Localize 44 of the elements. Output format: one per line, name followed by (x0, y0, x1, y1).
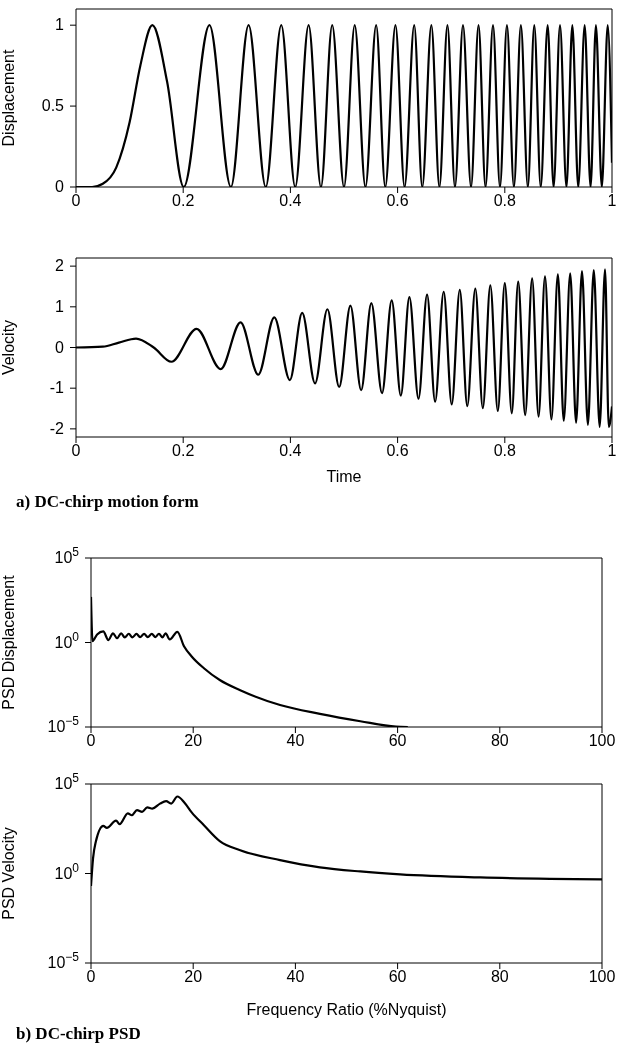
x-tick-label: 1 (607, 442, 617, 460)
y-axis-title: Displacement (0, 48, 17, 147)
x-tick-label: 20 (184, 968, 203, 986)
y-tick-label: 0 (55, 338, 65, 356)
y-tick-label: 1 (55, 297, 65, 315)
text: b) DC-chirp PSD (16, 1024, 141, 1044)
y-tick-label: 10$^{−5}$ (47, 714, 80, 735)
x-tick-label: 0.4 (279, 442, 302, 460)
y-tick-label: 10$^{5}$ (54, 771, 80, 792)
y-tick-label: 10$^{0}$ (54, 860, 80, 882)
y-axis-title: Velocity (0, 319, 17, 376)
x-axis-title: Frequency Ratio (%Nyquist) (246, 1001, 447, 1018)
x-tick-label: 0.2 (172, 192, 195, 210)
x-tick-label: 100 (588, 968, 616, 986)
y-tick-label: -1 (49, 379, 65, 397)
x-tick-label: 1 (607, 192, 617, 210)
x-tick-label: 100 (588, 732, 616, 750)
x-tick-label: 0.8 (493, 442, 517, 460)
x-tick-label: 40 (286, 732, 305, 750)
x-tick-label: 80 (490, 732, 509, 750)
x-tick-label: 60 (388, 968, 407, 986)
x-tick-label: 0 (86, 732, 96, 750)
y-tick-label: -2 (49, 419, 65, 437)
y-tick-label: 10$^{0}$ (54, 629, 80, 651)
x-tick-label: 0.2 (172, 442, 195, 460)
x-tick-label: 0.6 (386, 192, 409, 210)
text: a) DC-chirp motion form (16, 492, 199, 512)
x-tick-label: 60 (388, 732, 407, 750)
x-tick-label: 0.6 (386, 442, 409, 460)
y-axis-title: PSD Velocity (0, 827, 17, 920)
x-tick-label: 20 (184, 732, 203, 750)
y-tick-label: 2 (55, 257, 65, 275)
y-tick-label: 0.5 (41, 97, 65, 115)
y-axis-title: PSD Displacement (0, 574, 17, 710)
x-tick-label: 0.4 (279, 192, 302, 210)
x-tick-label: 40 (286, 968, 305, 986)
x-axis-title: Time (326, 468, 362, 485)
y-tick-label: 10$^{5}$ (54, 545, 80, 566)
x-tick-label: 80 (490, 968, 509, 986)
x-tick-label: 0 (86, 968, 96, 986)
x-tick-label: 0.8 (493, 192, 517, 210)
y-tick-label: 10$^{−5}$ (47, 950, 80, 971)
y-tick-label: 0 (55, 178, 65, 195)
y-tick-label: 1 (55, 16, 65, 34)
